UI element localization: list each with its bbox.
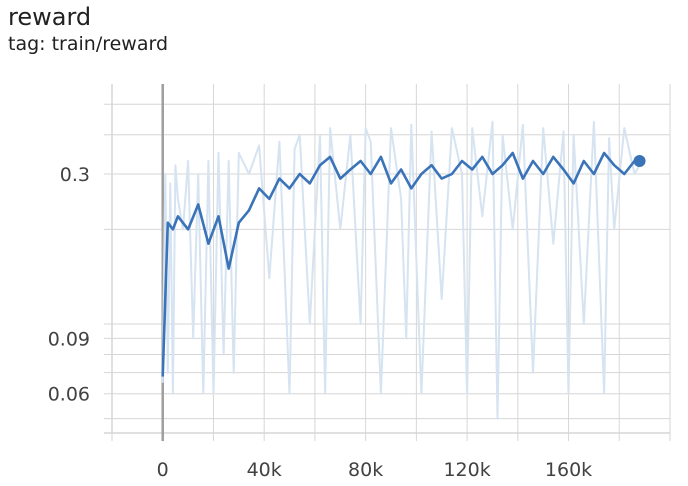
chart-title: reward <box>8 3 92 31</box>
x-tick-label: 160k <box>545 459 592 481</box>
x-tick-label: 80k <box>348 459 383 481</box>
x-tick-label: 40k <box>247 459 282 481</box>
last-point-marker <box>633 154 646 167</box>
smoothed-series-layer <box>161 151 646 377</box>
raw-series-layer <box>161 120 641 420</box>
y-tick-label: 0.06 <box>48 384 90 406</box>
grid-layer <box>104 84 671 441</box>
raw-series-line <box>161 120 641 420</box>
x-tick-label: 0 <box>157 459 169 481</box>
smoothed-series-line <box>161 151 640 377</box>
tick-labels-layer: 0 40k 80k 120k 160k 0.3 0.09 0.06 <box>48 164 592 481</box>
y-tick-label: 0.3 <box>60 164 90 186</box>
x-tick-label: 120k <box>443 459 490 481</box>
y-tick-label: 0.09 <box>48 328 90 350</box>
chart-subtitle: tag: train/reward <box>8 33 169 55</box>
card-header: reward tag: train/reward <box>8 2 168 56</box>
